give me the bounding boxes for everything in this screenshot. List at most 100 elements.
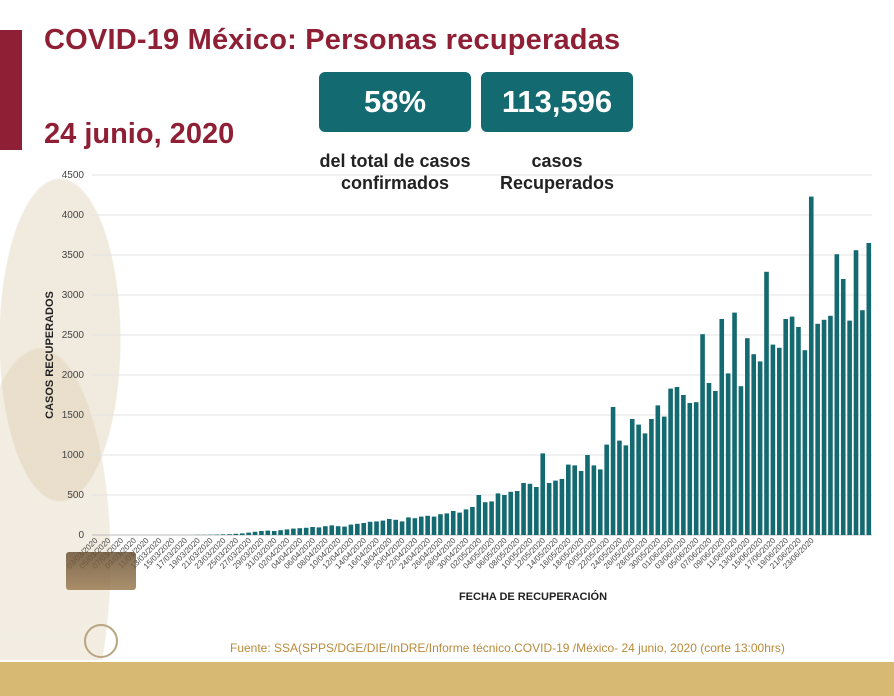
bar [463,509,469,535]
bar [661,416,667,535]
bar [713,391,718,535]
bar [374,521,379,535]
bar [297,528,303,535]
bar [553,480,558,535]
bar [681,395,686,535]
bar [406,517,411,535]
bar [355,523,360,535]
bar [380,520,386,535]
bar [329,525,335,535]
bar [808,196,814,535]
bar [534,487,539,535]
bar [687,403,693,535]
chart-bars [195,196,872,535]
bar [246,532,251,535]
bar [450,511,456,535]
bar [757,361,763,535]
bar [361,523,367,535]
bar [725,373,731,535]
bar [572,465,577,535]
bar [610,407,616,535]
bar [745,338,750,535]
bar [636,424,641,535]
bar [700,334,705,535]
y-tick-label: 4000 [62,210,85,221]
bar [444,513,450,535]
bar [431,516,437,535]
source-note: Fuente: SSA(SPPS/DGE/DIE/InDRE/Informe t… [230,641,785,655]
bar [489,501,494,535]
accent-bar [0,30,22,150]
bar [457,512,462,535]
bar [732,312,737,535]
y-tick-label: 4500 [62,170,85,181]
bar [438,514,443,535]
y-tick-label: 3500 [62,250,85,261]
recovered-cases-bar-chart: 0 500 1000 1500 2000 2500 3000 3500 4000 4500 03/… [44,170,872,603]
bar [291,528,296,535]
stat-count-caption-line2: Recuperados [499,173,615,193]
bar [348,524,354,535]
bar [566,464,571,535]
bar [502,495,507,535]
stat-count-caption-line1: casos [531,151,583,171]
stat-count-box: 113,596 [481,72,633,132]
chart-x-axis: 03/03/202005/03/202007/03/202009/03/2020… [65,536,816,571]
bar [521,483,526,535]
bar [546,483,552,535]
chart-y-axis: 0 500 1000 1500 2000 2500 3000 3500 4000 4500 [62,170,85,541]
bar [476,495,482,535]
bar [642,433,648,535]
chart-y-axis-label: CASOS RECUPERADOS [44,291,56,419]
bar [310,527,315,535]
bar [278,530,283,535]
bar [323,526,328,535]
bar [508,491,514,535]
bar [597,469,603,535]
bar [527,483,533,535]
bar [815,323,820,535]
bar [386,519,392,535]
bar [706,383,712,535]
y-tick-label: 0 [78,530,84,541]
bar [342,526,347,535]
y-tick-label: 1500 [62,410,85,421]
bar [629,419,635,535]
bar [860,310,865,535]
bar [693,402,699,535]
bar [751,354,757,535]
bar [425,515,430,535]
bar [284,529,290,535]
bar [303,527,309,535]
bar [821,319,827,535]
bar [252,531,258,535]
bar [393,519,398,535]
bar [259,531,264,535]
bar [316,527,322,535]
bar [847,320,852,535]
bar [783,319,788,535]
government-seal-icon [84,624,118,658]
bar [719,319,725,535]
stat-percent-caption-line1: del total de casos [319,151,471,171]
bar [828,315,833,535]
bar [220,534,226,535]
bar [668,388,673,535]
bar [495,493,501,535]
bar [776,347,782,535]
bar [623,445,629,535]
bar [482,502,488,535]
bar [770,344,776,535]
bar [674,387,680,535]
bar [789,316,795,535]
bar [738,386,744,535]
y-tick-label: 3000 [62,290,85,301]
stat-count-caption: casos Recuperados [485,150,629,194]
bar [227,534,232,535]
bar [540,453,546,535]
bar [578,471,584,535]
bar [367,521,373,535]
bar [866,243,872,535]
historical-figures-logo [66,552,136,590]
bar [239,533,245,535]
